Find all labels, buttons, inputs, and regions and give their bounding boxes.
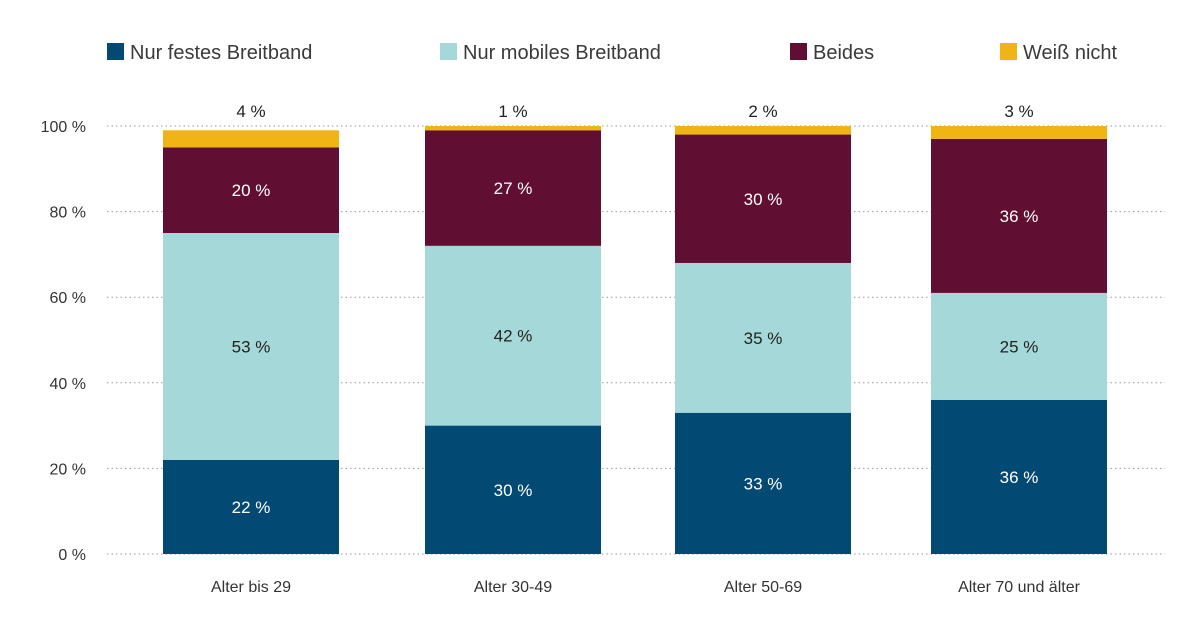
bar-stack-alter-70-und-aelter: 36 % 25 % 36 % 3 % (931, 102, 1107, 554)
bar-segment-nur-festes-breitband (931, 399, 1107, 554)
y-tick-label: 0 % (58, 547, 86, 564)
data-label: 20 % (232, 181, 271, 200)
legend-label: Beides (813, 42, 874, 64)
data-label: 35 % (744, 329, 783, 348)
data-label: 4 % (236, 102, 265, 121)
y-axis: 0 % 20 % 40 % 60 % 80 % 100 % (41, 119, 86, 564)
legend-item-nur-festes-breitband: Nur festes Breitband (107, 42, 312, 64)
legend: Nur festes Breitband Nur mobiles Breitban… (107, 42, 1118, 64)
legend-swatch (1000, 43, 1017, 60)
data-label: 42 % (494, 327, 533, 346)
legend-item-nur-mobiles-breitband: Nur mobiles Breitband (440, 42, 661, 64)
legend-swatch (790, 43, 807, 60)
bar-segment-beides (931, 138, 1107, 293)
bar-segment-beides (163, 147, 339, 233)
data-label: 1 % (498, 102, 527, 121)
bar-stack-alter-50-69: 33 % 35 % 30 % 2 % (675, 102, 851, 554)
bar-segment-nur-mobiles-breitband (425, 245, 601, 426)
y-tick-label: 60 % (50, 290, 86, 307)
bar-segment-weiss-nicht (675, 126, 851, 135)
legend-label: Nur mobiles Breitband (463, 42, 661, 64)
bar-segment-nur-festes-breitband (163, 459, 339, 554)
x-tick-label: Alter 70 und älter (958, 579, 1081, 596)
data-label: 3 % (1004, 102, 1033, 121)
x-axis: Alter bis 29 Alter 30-49 Alter 50-69 Alter … (211, 579, 1081, 596)
data-label: 2 % (748, 102, 777, 121)
data-label: 36 % (1000, 468, 1039, 487)
legend-label: Weiß nicht (1023, 42, 1118, 64)
bar-segment-beides (675, 134, 851, 263)
y-tick-label: 40 % (50, 376, 86, 393)
bar-segment-nur-mobiles-breitband (163, 233, 339, 460)
data-label: 22 % (232, 498, 271, 517)
bar-segment-nur-festes-breitband (675, 412, 851, 554)
data-label: 30 % (744, 190, 783, 209)
bar-segment-beides (425, 130, 601, 246)
legend-item-beides: Beides (790, 42, 874, 64)
data-label: 25 % (1000, 337, 1039, 356)
legend-swatch (440, 43, 457, 60)
y-tick-label: 80 % (50, 205, 86, 222)
bar-segment-nur-festes-breitband (425, 425, 601, 554)
bar-segment-weiss-nicht (163, 130, 339, 148)
data-label: 36 % (1000, 207, 1039, 226)
bar-segment-nur-mobiles-breitband (675, 262, 851, 413)
y-tick-label: 20 % (50, 461, 86, 478)
legend-label: Nur festes Breitband (130, 42, 312, 64)
bar-segment-nur-mobiles-breitband (931, 292, 1107, 400)
data-label: 27 % (494, 179, 533, 198)
x-tick-label: Alter bis 29 (211, 579, 291, 596)
legend-swatch (107, 43, 124, 60)
y-tick-label: 100 % (41, 119, 86, 136)
data-label: 53 % (232, 337, 271, 356)
data-label: 33 % (744, 474, 783, 493)
bar-stack-alter-bis-29: 22 % 53 % 20 % 4 % (163, 102, 339, 554)
x-tick-label: Alter 50-69 (724, 579, 802, 596)
bar-segment-weiss-nicht (425, 126, 601, 131)
x-tick-label: Alter 30-49 (474, 579, 552, 596)
data-label: 30 % (494, 481, 533, 500)
legend-item-weiss-nicht: Weiß nicht (1000, 42, 1118, 64)
bars: 22 % 53 % 20 % 4 % 30 % 42 % 27 % 1 % 33 % 35 % 30… (163, 102, 1107, 554)
bar-segment-weiss-nicht (931, 126, 1107, 139)
bar-stack-alter-30-49: 30 % 42 % 27 % 1 % (425, 102, 601, 554)
